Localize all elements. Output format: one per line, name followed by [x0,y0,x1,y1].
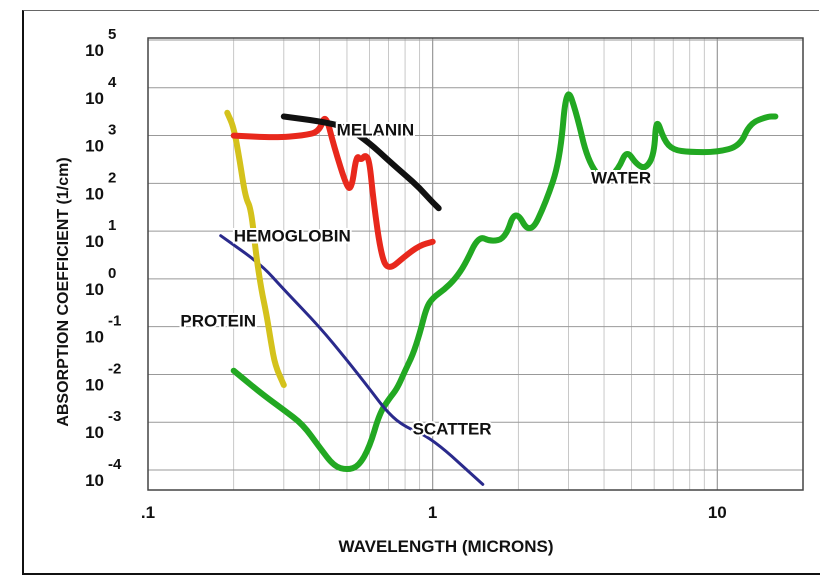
y-tick-label: 10 [85,375,104,394]
x-axis-label: WAVELENGTH (MICRONS) [338,537,553,556]
series-melanin-line [280,113,442,212]
y-tick-label: 10 [85,232,104,251]
figure-frame [22,10,819,575]
plot-border [147,37,804,491]
y-tick-label: 10 [85,471,104,490]
x-tick-label: 10 [708,503,727,522]
y-tick-label: 10 [85,280,104,299]
y-tick-label: 10 [85,184,104,203]
series-water-line [230,91,779,473]
series-label-hemoglobin: HEMOGLOBIN [234,227,351,246]
y-tick-label: 10 [85,41,104,60]
x-tick-label: .1 [141,503,155,522]
x-tick-label: 1 [428,503,437,522]
y-tick-label: 10 [85,137,104,156]
y-tick-exponent: -4 [108,456,122,473]
series-layer [219,91,779,486]
series-label-scatter: SCATTER [413,420,492,439]
y-tick-exponent: 5 [108,26,116,43]
y-tick-exponent: -2 [108,360,121,377]
y-tick-exponent: 2 [108,169,116,186]
y-tick-exponent: 3 [108,122,116,139]
y-tick-label: 10 [85,89,104,108]
series-hemoglobin-line [230,115,436,270]
y-tick-exponent: -3 [108,408,121,425]
y-axis-label: ABSORPTION COEFFICIENT (1/cm) [55,157,72,426]
y-tick-exponent: 4 [108,74,117,91]
y-tick-exponent: 1 [108,217,116,234]
y-tick-label: 10 [85,423,104,442]
y-tick-label: 10 [85,328,104,347]
grid [148,38,803,490]
y-tick-exponent: 0 [108,265,116,282]
series-labels: WATER HEMOGLOBIN MELANIN PROTEIN SCATTER [178,119,653,441]
series-label-protein: PROTEIN [180,312,256,331]
bottom-rule [22,573,820,575]
series-label-water: WATER [591,168,651,187]
y-tick-exponent: -1 [108,313,121,330]
series-label-melanin: MELANIN [337,121,414,140]
